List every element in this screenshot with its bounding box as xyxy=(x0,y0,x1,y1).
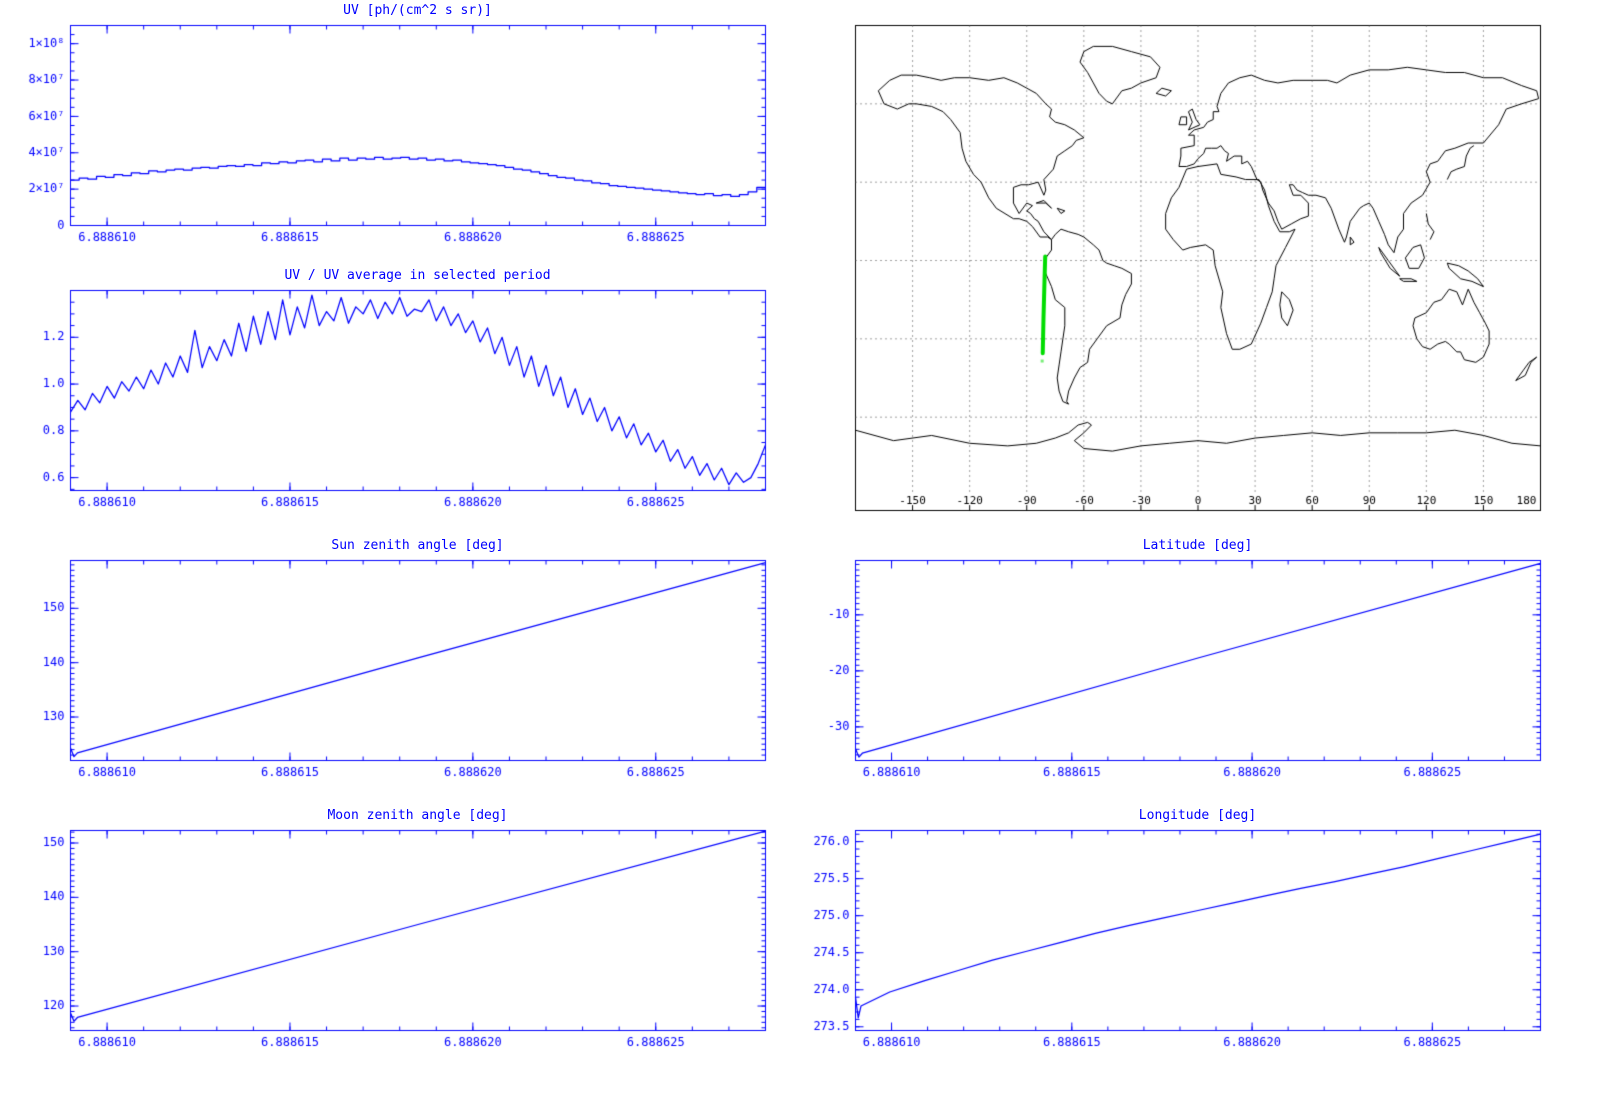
uv-ratio-chart-title: UV / UV average in selected period xyxy=(284,268,551,283)
sun-zenith-chart-title: Sun zenith angle [deg] xyxy=(331,538,504,553)
uv-flux-chart-canvas xyxy=(0,0,800,260)
uv-flux-chart-title: UV [ph/(cm^2 s sr)] xyxy=(343,3,492,18)
moon-zenith-chart-canvas xyxy=(0,805,800,1055)
moon-zenith-chart-title: Moon zenith angle [deg] xyxy=(327,808,508,823)
world-map-canvas xyxy=(800,0,1600,540)
latitude-chart-title: Latitude [deg] xyxy=(1142,538,1253,553)
uv-ratio-chart-canvas xyxy=(0,265,800,515)
sun-zenith-chart-canvas xyxy=(0,535,800,785)
longitude-chart-canvas xyxy=(800,805,1600,1055)
longitude-chart-title: Longitude [deg] xyxy=(1138,808,1257,823)
latitude-chart-canvas xyxy=(800,535,1600,785)
